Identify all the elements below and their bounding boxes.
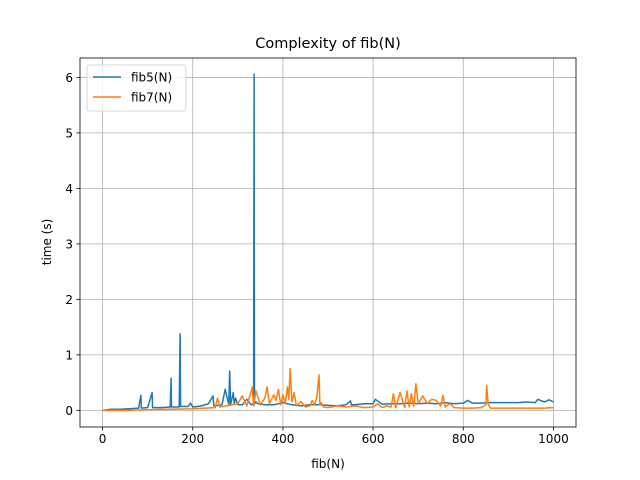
x-tick-label: 200	[181, 432, 204, 446]
series-line-fib5	[102, 73, 554, 412]
grid-lines	[80, 58, 576, 427]
y-tick-label: 3	[65, 237, 73, 251]
y-tick-label: 2	[65, 293, 73, 307]
series-line-fib7	[102, 367, 554, 412]
axes-frame	[79, 57, 577, 428]
chart-title: Complexity of fib(N)	[255, 36, 401, 52]
x-tick-label: 800	[452, 432, 475, 446]
y-tick-label: 5	[65, 126, 73, 140]
y-tick-label: 4	[65, 182, 73, 196]
legend-label: fib5(N)	[131, 71, 172, 85]
x-tick-label: 400	[271, 432, 294, 446]
y-axis-label: time (s)	[40, 219, 54, 266]
y-tick-label: 0	[65, 404, 73, 418]
plot-area	[102, 73, 554, 412]
y-tick-label: 1	[65, 348, 73, 362]
x-axis-label: fib(N)	[311, 457, 345, 471]
y-tick-label: 6	[65, 71, 73, 85]
x-tick-label: 1000	[538, 432, 569, 446]
x-tick-label: 0	[99, 432, 107, 446]
legend: fib5(N) fib7(N)	[86, 64, 187, 112]
legend-label: fib7(N)	[131, 91, 172, 105]
x-tick-label: 600	[362, 432, 385, 446]
axis-ticks: 0 200 400 600 800 1000 0 1 2 3 4 5 6	[65, 71, 568, 446]
